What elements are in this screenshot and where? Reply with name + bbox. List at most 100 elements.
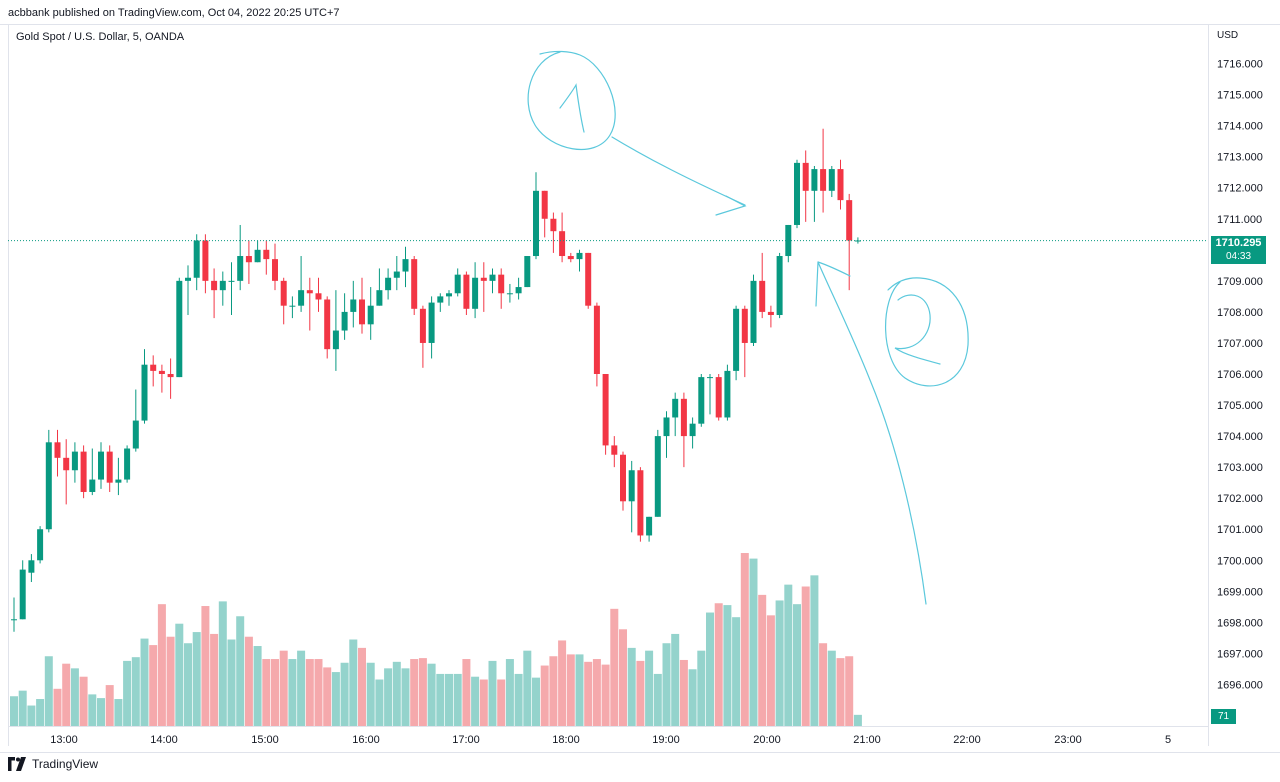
price-tick-label: 1714.000 <box>1217 121 1263 133</box>
price-tick-label: 1713.000 <box>1217 152 1263 164</box>
volume-bar <box>62 663 71 726</box>
volume-bar <box>123 660 132 726</box>
volume-bar <box>384 668 393 726</box>
candle-body <box>193 240 200 278</box>
annotation-arrow-1 <box>611 136 746 206</box>
hand-drawn-annotations <box>527 50 969 605</box>
volume-bar <box>157 604 166 726</box>
candle-body <box>376 290 383 306</box>
candle-body <box>254 249 261 263</box>
price-tick-label: 1711.000 <box>1217 214 1262 226</box>
volume-bar <box>279 650 288 726</box>
volume-bar <box>514 673 523 726</box>
volume-bar <box>358 647 366 726</box>
time-tick-label: 15:00 <box>251 734 279 746</box>
candle-body <box>767 311 774 316</box>
price-tick-label: 1706.000 <box>1217 369 1263 381</box>
volume-bar <box>532 677 540 726</box>
last-volume-tag: 71 <box>1211 709 1236 724</box>
volume-bar <box>97 698 105 726</box>
annotation-circle-1 <box>527 50 616 150</box>
volume-bar <box>749 558 758 726</box>
price-axis-border <box>1208 24 1209 746</box>
volume-bar <box>262 659 271 726</box>
time-tick-label: 13:00 <box>50 734 78 746</box>
symbol-title[interactable]: Gold Spot / U.S. Dollar, 5, OANDA <box>16 31 185 43</box>
candle-body <box>837 169 844 201</box>
candle-body <box>707 377 713 379</box>
volume-bar <box>445 673 453 726</box>
volume-bar <box>436 673 445 726</box>
annotation-arrowhead-2 <box>815 261 851 307</box>
candle-body <box>124 448 131 480</box>
candle-body <box>45 442 52 530</box>
candle-body <box>202 240 209 281</box>
candle-body <box>150 364 157 371</box>
volume-bar <box>462 659 471 726</box>
candle-body <box>550 218 557 232</box>
candle-body <box>332 330 339 350</box>
volume-bar <box>645 650 654 726</box>
candle-body <box>98 451 104 480</box>
volume-bar <box>236 616 245 726</box>
last-price-value: 1710.295 <box>1215 237 1262 249</box>
candle-body <box>672 398 679 418</box>
footer-brand[interactable]: TradingView <box>8 757 98 771</box>
candle-body <box>480 277 487 281</box>
volume-bar <box>636 660 645 726</box>
candle-body <box>289 305 296 307</box>
volume-bar <box>131 657 140 726</box>
volume-bar <box>210 633 219 726</box>
footer-divider <box>0 752 1280 753</box>
volume-bar <box>288 659 297 726</box>
volume-bar <box>88 694 97 726</box>
volume-bar <box>775 600 784 726</box>
candle-body <box>54 442 61 458</box>
volume-bar <box>653 673 662 726</box>
candle-body <box>367 305 374 325</box>
volume-bar <box>114 699 123 726</box>
candle-body <box>698 377 705 424</box>
volume-bar <box>375 679 384 726</box>
candle-body <box>715 377 722 418</box>
volume-bar <box>184 643 192 726</box>
candle-body <box>593 305 600 374</box>
candle-body <box>298 290 305 306</box>
candle-body <box>463 274 470 309</box>
time-tick-label: 20:00 <box>753 734 781 746</box>
publisher-header: acbbank published on TradingView.com, Oc… <box>8 7 340 19</box>
price-tick-label: 1708.000 <box>1217 307 1263 319</box>
candle-body <box>115 479 122 483</box>
volume-bar <box>740 553 749 726</box>
candle-body <box>680 398 687 437</box>
volume-bar <box>853 714 862 726</box>
candle-body <box>350 299 357 312</box>
annotation-arrow-2 <box>817 261 927 605</box>
currency-label: USD <box>1217 30 1239 41</box>
candle-body <box>559 231 566 257</box>
candle-body <box>802 162 809 191</box>
candle-body <box>28 560 35 573</box>
last-price-tag: 1710.295 04:33 <box>1211 236 1266 264</box>
candle-body <box>733 308 740 371</box>
price-tick-label: 1707.000 <box>1217 338 1263 350</box>
volume-bar <box>410 659 419 726</box>
volume-bar <box>453 673 462 726</box>
volume-bar <box>175 623 184 726</box>
candle-body <box>237 256 244 281</box>
candle-body <box>393 271 400 278</box>
time-tick-label: 18:00 <box>552 734 580 746</box>
time-tick-label: 19:00 <box>652 734 680 746</box>
candle-body <box>576 252 583 260</box>
price-tick-label: 1709.000 <box>1217 276 1263 288</box>
volume-bar <box>732 617 741 726</box>
candle-body <box>776 256 783 316</box>
volume-bar <box>323 667 332 726</box>
candle-body <box>437 296 444 303</box>
volume-bar <box>471 676 480 726</box>
candle-body <box>524 256 531 288</box>
candle-body <box>741 308 748 343</box>
volume-bar <box>575 654 584 726</box>
volume-bar <box>836 658 845 726</box>
